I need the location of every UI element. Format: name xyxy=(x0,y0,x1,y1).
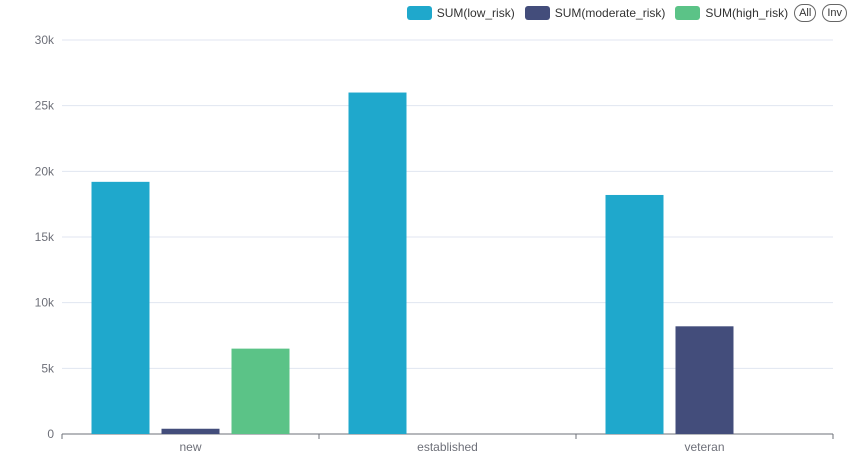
y-tick-label: 25k xyxy=(35,99,55,113)
bar xyxy=(605,194,664,434)
bar xyxy=(675,326,734,434)
legend-label-high-risk: SUM(high_risk) xyxy=(705,6,789,20)
legend-swatch-low-risk xyxy=(406,6,432,20)
legend-swatch-moderate-risk xyxy=(524,6,550,20)
bar xyxy=(161,428,220,434)
bar xyxy=(348,92,407,435)
legend-item-low-risk[interactable]: SUM(low_risk) xyxy=(406,6,515,20)
x-category-label: veteran xyxy=(684,440,724,454)
y-tick-label: 10k xyxy=(35,296,55,310)
y-tick-label: 0 xyxy=(47,427,54,441)
chart-legend: SUM(low_risk) SUM(moderate_risk) SUM(hig… xyxy=(397,4,847,22)
x-category-label: new xyxy=(179,440,201,454)
bar xyxy=(91,181,150,434)
x-category-label: established xyxy=(417,440,478,454)
legend-item-high-risk[interactable]: SUM(high_risk) xyxy=(675,6,788,20)
legend-label-moderate-risk: SUM(moderate_risk) xyxy=(554,6,666,20)
legend-item-moderate-risk[interactable]: SUM(moderate_risk) xyxy=(524,6,666,20)
y-tick-label: 20k xyxy=(35,164,55,178)
y-tick-label: 30k xyxy=(35,33,55,47)
y-tick-label: 15k xyxy=(35,230,55,244)
legend-swatch-high-risk xyxy=(675,6,701,20)
legend-inverse-button[interactable]: Inv xyxy=(822,4,847,22)
legend-select-all-button[interactable]: All xyxy=(794,4,817,22)
bar xyxy=(231,348,290,434)
y-tick-label: 5k xyxy=(41,361,55,375)
legend-label-low-risk: SUM(low_risk) xyxy=(436,6,515,20)
